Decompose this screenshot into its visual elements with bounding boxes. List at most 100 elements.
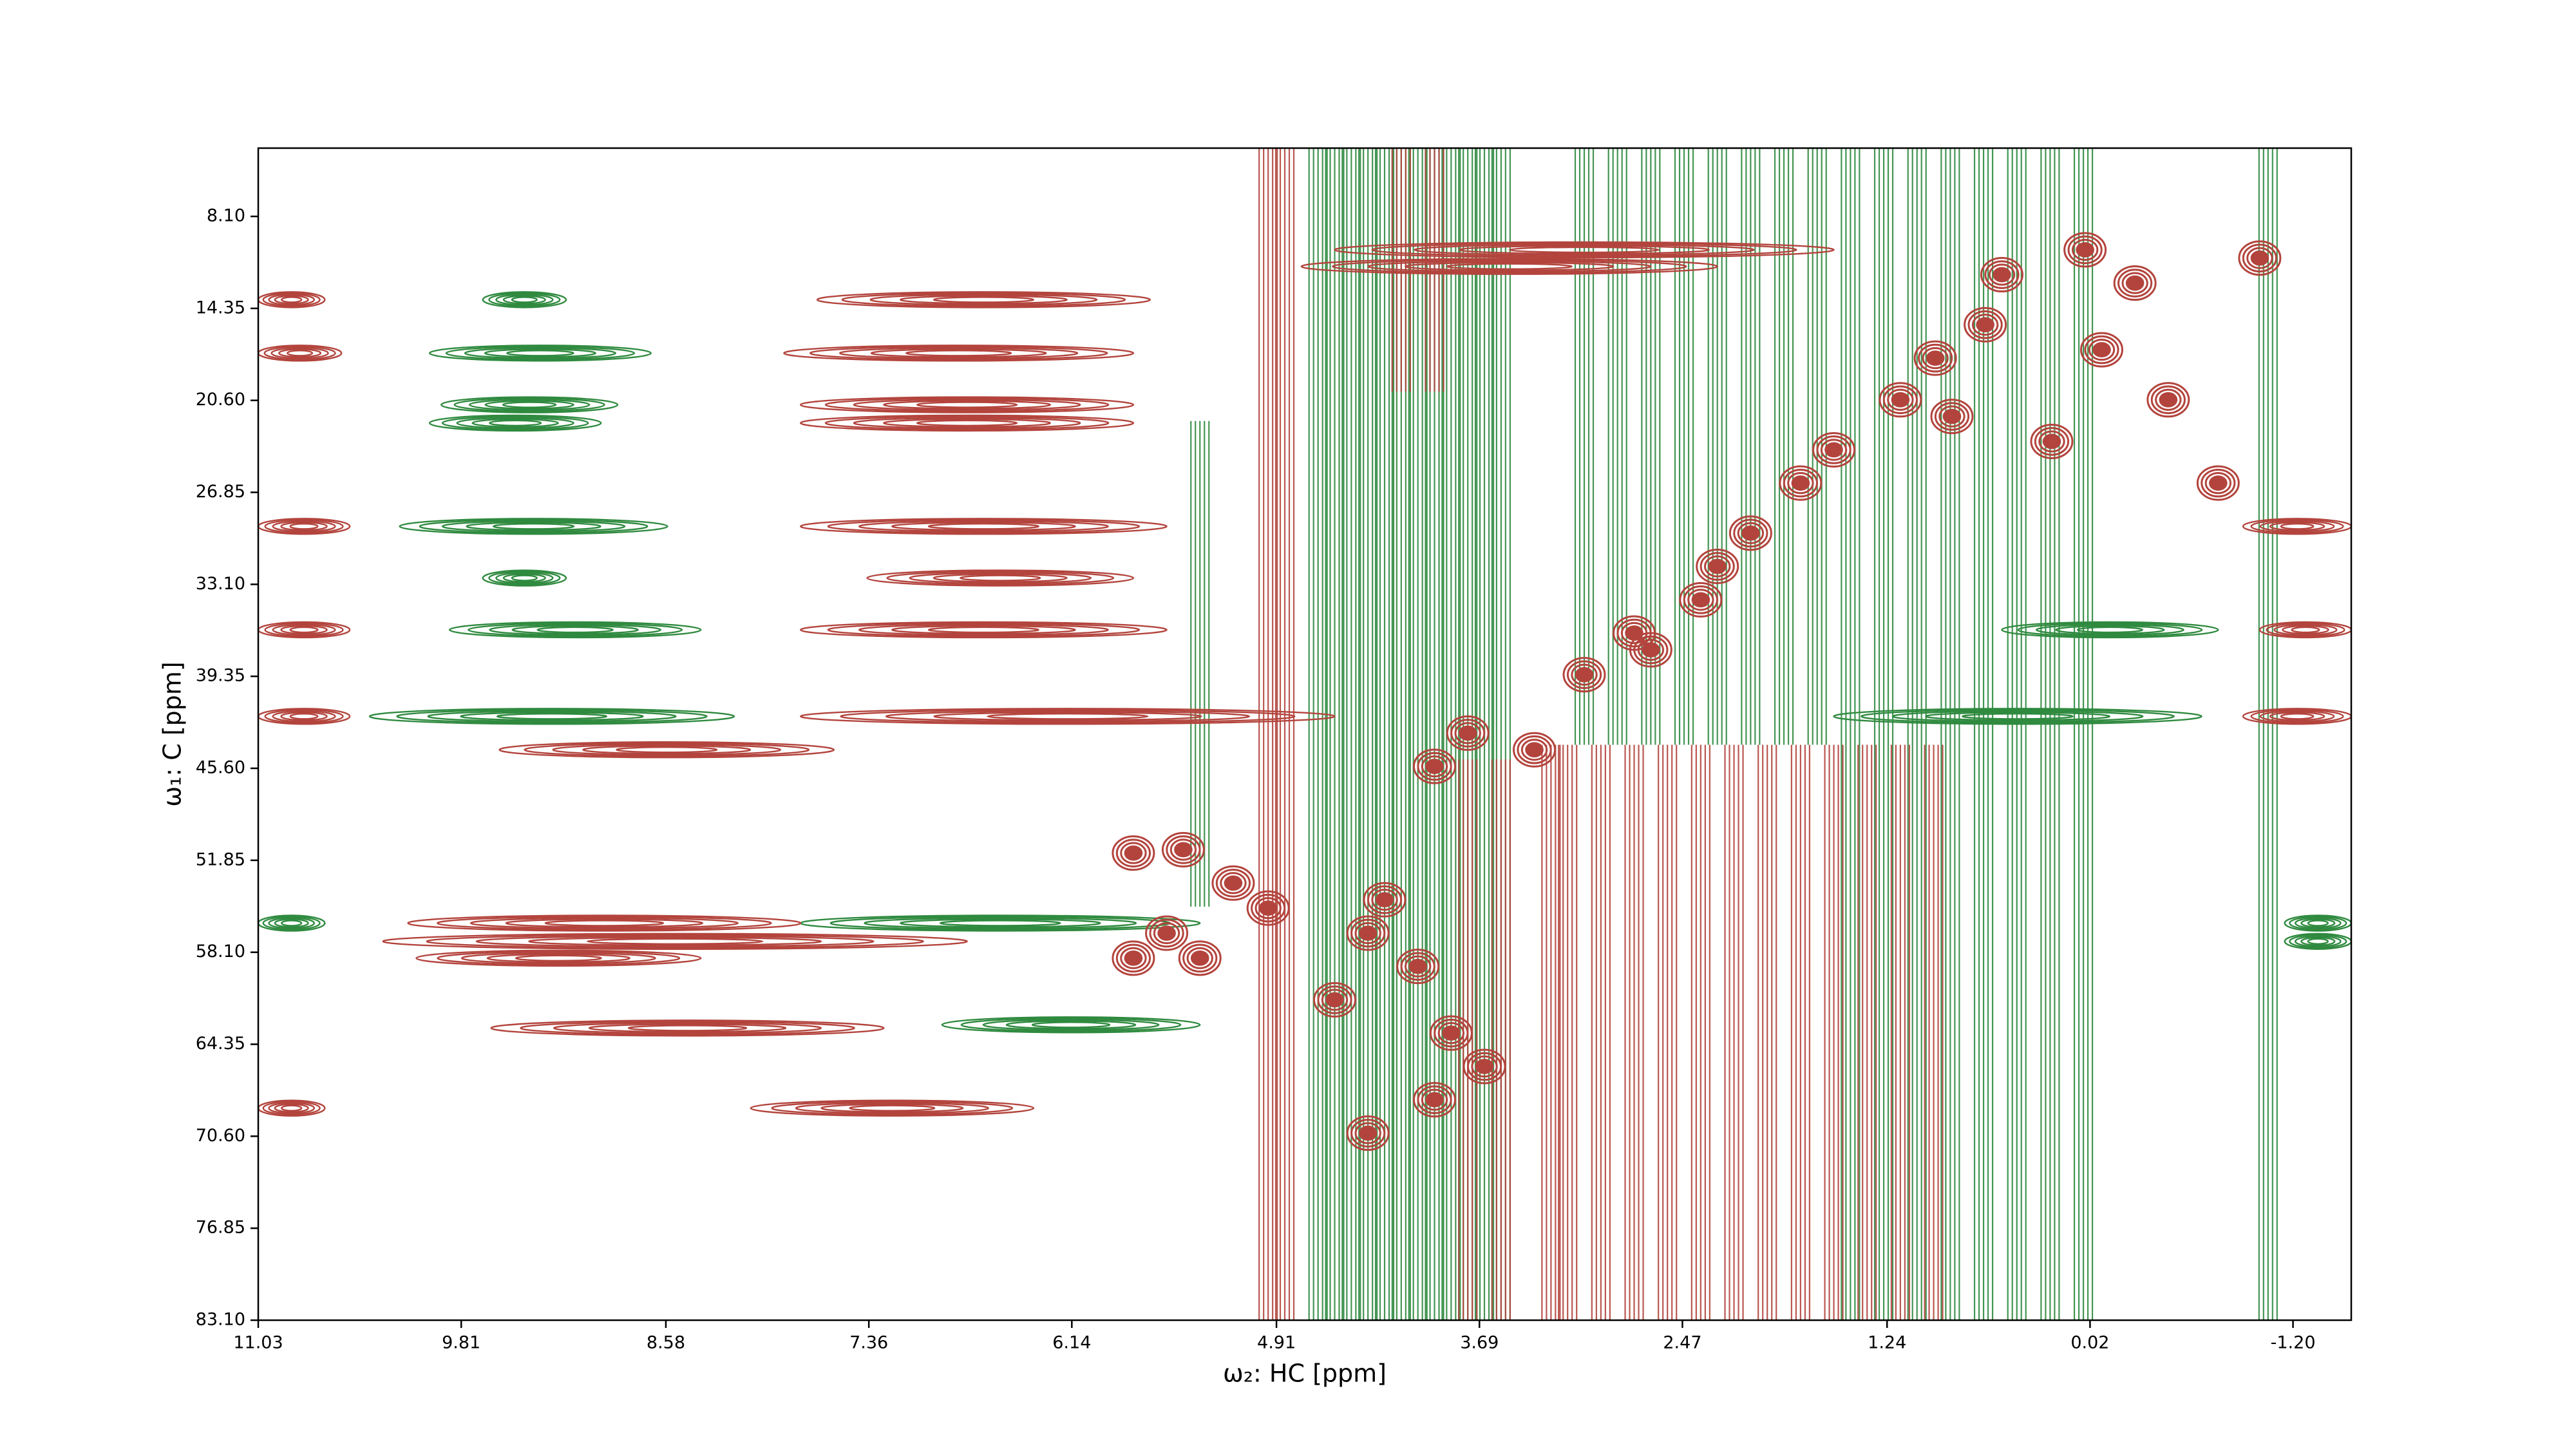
contour-peak [1562, 657, 1606, 693]
contour-line [1153, 922, 1180, 945]
contour-stripe [1774, 148, 1794, 745]
x-tick-label: 3.69 [1460, 1333, 1499, 1353]
contour-stripe [1558, 744, 1578, 1320]
contour-line [2238, 240, 2282, 276]
contour-line [536, 626, 614, 634]
contour-line [927, 626, 1039, 634]
contour-line [900, 918, 1101, 928]
contour-line [1186, 947, 1213, 969]
contour-peak [2063, 232, 2107, 268]
contour-stripe [1924, 744, 1944, 1320]
y-tick-label: 20.60 [196, 390, 245, 410]
contour-line [1128, 954, 1139, 963]
contour-peak [1513, 732, 1557, 768]
contour-line [1733, 518, 1768, 548]
contour-line [1971, 314, 1999, 336]
contour-line [264, 519, 344, 534]
contour-line [1947, 412, 1957, 421]
contour-stripe [1790, 744, 1810, 1320]
contour-ridge [2284, 933, 2351, 950]
contour-line [982, 1019, 1160, 1031]
contour-line [1891, 710, 2144, 723]
plot-area [258, 148, 2351, 1320]
contour-line [1471, 1055, 1498, 1078]
contour-ridge [415, 949, 702, 967]
contour-line [1967, 310, 2003, 339]
contour-line [428, 345, 652, 362]
contour-line [505, 918, 703, 928]
contour-line [495, 294, 554, 306]
contour-line [2204, 472, 2232, 495]
contour-line [827, 519, 1141, 534]
x-tick-label: 6.14 [1052, 1333, 1091, 1353]
x-tick-label: 0.02 [2070, 1333, 2109, 1353]
contour-stripe [1824, 744, 1844, 1320]
contour-line [827, 622, 1141, 638]
contour-ridge [816, 291, 1151, 308]
contour-line [771, 1101, 1014, 1115]
contour-peak [1930, 399, 1974, 435]
contour-line [2034, 427, 2070, 456]
contour-line [524, 743, 810, 757]
contour-line [262, 916, 321, 931]
contour-peak [1145, 915, 1189, 951]
contour-ridge [258, 621, 351, 639]
contour-line [468, 399, 591, 411]
contour-peak [1313, 981, 1357, 1018]
contour-line [1145, 915, 1189, 951]
contour-line [258, 291, 326, 308]
contour-peak [1246, 890, 1290, 926]
contour-line [258, 621, 351, 639]
contour-line [1446, 715, 1490, 751]
contour-line [1882, 385, 1918, 415]
x-tick-label: 4.91 [1257, 1333, 1296, 1353]
contour-line [280, 712, 328, 721]
contour-line [883, 400, 1051, 410]
contour-line [456, 417, 574, 430]
contour-stripe [1574, 148, 1595, 745]
contour-ridge [482, 291, 567, 308]
contour-line [1354, 922, 1381, 945]
contour-line [2055, 625, 2165, 635]
contour-ridge [399, 518, 668, 535]
contour-line [2280, 713, 2315, 720]
contour-line [940, 920, 1061, 927]
contour-ridge [258, 291, 326, 308]
contour-ridge [800, 518, 1168, 535]
contour-line [2259, 710, 2335, 723]
contour-line [496, 713, 608, 720]
contour-line [544, 920, 665, 927]
contour-line [1703, 555, 1731, 578]
contour-ridge [800, 396, 1135, 413]
contour-line [280, 522, 328, 531]
contour-line [750, 1099, 1035, 1117]
contour-line [2084, 335, 2119, 365]
contour-line [1887, 388, 1914, 411]
contour-line [274, 918, 309, 928]
contour-peak [2146, 382, 2190, 418]
contour-line [1412, 961, 1423, 971]
contour-line [289, 626, 319, 634]
contour-line [616, 746, 718, 753]
contour-line [1255, 897, 1282, 920]
contour-line [2213, 478, 2224, 488]
contour-line [428, 414, 602, 432]
contour-ridge [2001, 621, 2219, 639]
contour-line [1371, 242, 1797, 258]
contour-line [2146, 382, 2190, 418]
contour-line [1363, 882, 1406, 918]
contour-line [1446, 263, 1573, 270]
contour-line [489, 623, 661, 636]
contour-line [2047, 437, 2057, 446]
contour-line [2088, 338, 2116, 361]
contour-line [853, 417, 1081, 430]
contour-line [1346, 915, 1390, 951]
contour-line [2291, 626, 2320, 634]
contour-line [2307, 938, 2329, 945]
contour-line [382, 933, 968, 950]
contour-peak [1178, 940, 1222, 976]
contour-stripe [1890, 744, 1910, 1320]
contour-ridge [258, 345, 343, 362]
contour-line [475, 935, 875, 947]
contour-stripe [1607, 148, 1627, 745]
